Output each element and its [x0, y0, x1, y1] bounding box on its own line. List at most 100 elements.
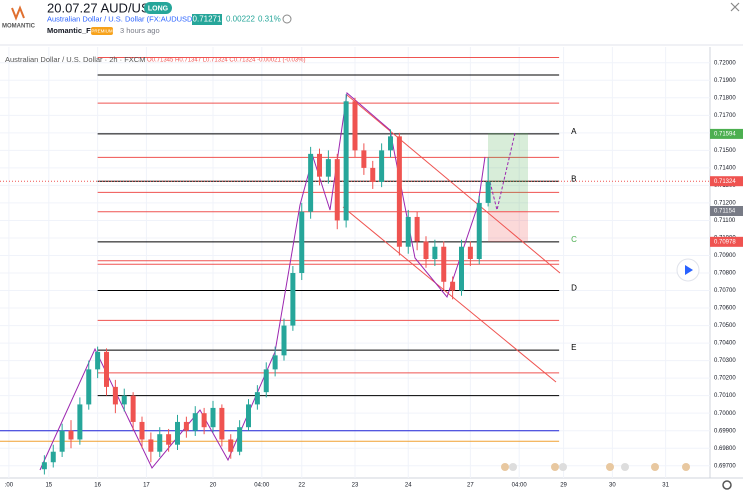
time-ago: 3 hours ago [120, 26, 160, 35]
candle-body [183, 421, 189, 431]
x-tick-label: 27 [467, 483, 474, 489]
candle-body [228, 439, 234, 452]
x-tick-label: 24 [405, 483, 412, 489]
candle-body [325, 159, 331, 177]
candle-body [459, 246, 464, 291]
candle-body [201, 413, 207, 428]
candle-body [441, 246, 447, 282]
candle-body [175, 421, 180, 445]
close-icon[interactable] [730, 2, 740, 12]
price-tag [710, 236, 743, 247]
candle-body [308, 153, 314, 212]
event-icons [501, 463, 690, 471]
price-tag-label: 0.71594 [714, 131, 736, 137]
drawings [39, 92, 561, 471]
change: 0.00222 [226, 15, 255, 24]
price-tag [710, 128, 743, 139]
y-tick-label: 0.69800 [714, 446, 736, 452]
x-tick-label: 17 [143, 483, 150, 489]
y-tick-label: 0.70400 [714, 341, 736, 347]
projection [489, 132, 516, 211]
settings-icon[interactable] [722, 480, 732, 490]
x-tick-label: 15 [45, 483, 52, 489]
candle-body [50, 451, 56, 463]
author[interactable]: Momantic_FX [47, 26, 96, 35]
candle-body [148, 439, 154, 452]
logo-text: MOMANTIC [2, 24, 36, 30]
y-tick-label: 0.69700 [714, 463, 736, 469]
chart-legend: Australian Dollar / U.S. Dollar · 2h · F… [5, 55, 145, 64]
price-tag [710, 176, 743, 187]
y-tick-label: 0.71200 [714, 201, 736, 207]
candle-body [343, 101, 349, 221]
idea-title: 20.07.27 AUD/USD [47, 0, 159, 15]
candle-body [139, 421, 145, 440]
level-label: A [571, 127, 577, 136]
y-tick-label: 0.70200 [714, 376, 736, 382]
price-tag-label: 0.71324 [714, 179, 736, 185]
y-tick-label: 0.72000 [714, 60, 736, 66]
candle-body [272, 355, 278, 370]
candle-body [467, 246, 473, 259]
candle-body [86, 369, 92, 405]
candle-body [237, 427, 243, 452]
symbol-link[interactable]: Australian Dollar / U.S. Dollar (FX:AUDU… [47, 14, 195, 23]
level-label: E [571, 343, 576, 352]
y-tick-label: 0.70900 [714, 253, 736, 259]
candle-body [405, 216, 411, 247]
candle-body [68, 430, 74, 440]
price-tag [710, 205, 743, 216]
price-box [192, 14, 222, 25]
x-tick-label: 29 [560, 483, 567, 489]
y-tick-label: 0.70700 [714, 288, 736, 294]
x-tick-label: 16 [94, 483, 101, 489]
y-tick-label: 0.69900 [714, 428, 736, 434]
candle-body [104, 351, 109, 387]
ohlc-readout: O0.71345 H0.71347 L0.71324 C0.71324 -0.0… [147, 58, 305, 64]
level-label: D [571, 284, 577, 293]
channel-line [342, 206, 557, 383]
y-tick-label: 0.71400 [714, 165, 736, 171]
x-tick-label: 04:00 [512, 483, 528, 489]
y-tick-label: 0.70600 [714, 306, 736, 312]
y-tick-label: 0.71900 [714, 78, 736, 84]
candle-body [95, 351, 101, 370]
candle-body [166, 434, 172, 445]
price-tag-label: 0.71154 [714, 209, 736, 215]
candle-body [112, 386, 118, 405]
y-tick-label: 0.70300 [714, 358, 736, 364]
candle-body [485, 181, 491, 203]
candle-body [210, 407, 216, 428]
candle-body [334, 159, 340, 221]
candle-body [388, 136, 393, 151]
x-tick-label: 30 [609, 483, 616, 489]
change-pct: 0.31% [258, 15, 281, 24]
candle-body [290, 273, 296, 326]
candle-body [192, 413, 198, 431]
candle-body [254, 392, 260, 405]
y-tick-label: 0.71800 [714, 95, 736, 101]
x-tick-label: 22 [298, 483, 305, 489]
candle-body [476, 202, 482, 259]
candle-body [423, 241, 429, 259]
x-tick-label: 23 [352, 483, 359, 489]
x-tick-label: :00 [5, 483, 14, 489]
stop-zone [488, 211, 528, 242]
candle-body [317, 153, 322, 177]
premium-bg [91, 27, 113, 35]
y-tick-label: 0.71100 [714, 218, 736, 224]
snapshot-icon[interactable] [282, 14, 292, 24]
candle-body [414, 216, 420, 242]
y-tick-label: 0.70500 [714, 323, 736, 329]
candle-body [246, 404, 251, 428]
price-tag-label: 0.70978 [714, 239, 736, 245]
channel-line [346, 94, 561, 274]
y-tick-label: 0.70800 [714, 271, 736, 277]
candle-body [370, 167, 376, 182]
candle-body [59, 430, 65, 452]
candle-body [281, 325, 287, 356]
candle-body [361, 150, 367, 168]
x-tick-label: 20 [210, 483, 217, 489]
level-label: C [571, 235, 577, 244]
